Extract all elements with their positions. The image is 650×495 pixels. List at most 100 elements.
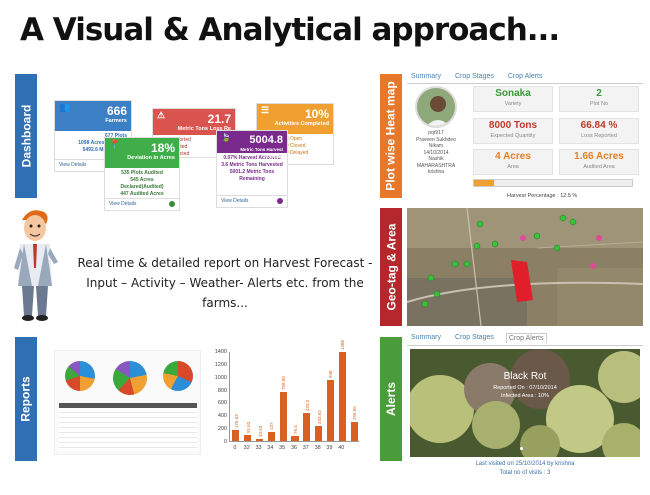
farmer-state: MAHARASHTRA [416,162,456,169]
activities-label: Activities Completed [274,121,329,127]
bar-value-label: 176.63 [233,413,239,428]
audited-plots-line: 535 Plots Audited [121,170,163,176]
chart-bar [350,421,358,441]
remaining-label: Remaining [239,176,265,182]
activities-value: 10% [304,107,329,121]
x-tick-label: 34 [267,445,274,451]
x-tick-label: 35 [279,445,286,451]
bar-value-label: 91.63 [245,421,251,434]
kpi-tile: 4 Acres Area [473,149,553,175]
x-tick-label: 39 [326,445,333,451]
bar-value-label: 758.00 [281,376,287,391]
card-deviation[interactable]: 📍 18% Deviation in Acres 535 Plots Audit… [104,137,180,211]
kpi-label: Loss Reported [581,133,617,139]
declared-acres-line: 545 Acres Declared(Audited) [120,177,164,190]
chart-bar [326,380,334,441]
total-visits-text: Total no of visits : 3 [499,470,551,476]
kpi-value: 4 Acres [495,151,531,162]
tab-crop-alerts[interactable]: Crop Alerts [505,333,547,343]
chart-plot-area: 176.63 91.63 33.53 137 758.00 76.4 433.2 233.62… [229,340,359,442]
harvest-percentage-text: Harvest Percentage : 12.5 % [507,193,637,199]
x-tick-label: 33 [255,445,262,451]
kpi-value: 2 [596,88,602,99]
deviation-value: 18% [150,141,175,155]
carousel-dots[interactable] [520,447,529,450]
pie-thumbnail-2 [113,361,147,395]
harvest-label: Harvest Percentage : [507,193,559,199]
bar-value-label: 76.4 [292,425,298,435]
alert-photo: Black Rot Reported On : 07/10/2014 Infec… [410,349,640,457]
chart-bar [232,429,240,441]
farmer-agent: krishna [427,169,445,175]
acres-line: 1098 Acres Declared [78,140,127,146]
bar-value-label: 948 [328,370,334,379]
tab-summary[interactable]: Summary [411,73,441,80]
tab-crop-alerts[interactable]: Crop Alerts [507,73,543,80]
chart-bar [303,413,311,441]
y-tick-label: 1200 [214,361,227,368]
x-tick-label: 36 [290,445,298,451]
farmer-date: 14/10/2014 [423,149,449,156]
kpi-label: Plot No [589,101,609,107]
farmer-surname: Nikam [428,143,444,149]
y-tick-label: 800 [217,387,227,394]
chart-bar [256,438,264,441]
harvest-progress-fill [474,180,494,186]
deviation-label: Deviation in Acres [127,155,175,161]
tab-crop-stages[interactable]: Crop Stages [454,73,494,80]
kpi-tile: 2 Plot No [559,86,639,112]
farmer-name: Praveen Sukhdeo [416,136,456,143]
x-tick-label: 38 [314,445,321,451]
alerts-panel: Summary Crop Stages Crop Alerts Black Ro… [407,333,643,483]
farmer-district: Nashik [428,156,444,162]
kpi-value: 66.84 % [580,120,618,131]
chart-bar [315,425,323,441]
harvest-value: 5004.8 [249,134,283,146]
harvest-bar-chart: 176.63 91.63 33.53 137 758.00 76.4 433.2 233.62… [205,340,363,464]
description-text: Real time & detailed report on Harvest F… [77,256,373,310]
y-tick-label: 200 [217,426,227,433]
view-details-link[interactable]: View Details [59,162,87,168]
open-line: 60 Open [283,136,303,142]
alert-reported-on: Reported On : 07/10/2014 [493,385,557,391]
remaining-tons-line: 5001.2 Metric Tons [229,169,275,175]
loss-value: 21.7 [207,112,231,126]
bar-value-label: 1388 [340,339,346,350]
view-details-link[interactable]: View Details [109,201,137,207]
geotag-map[interactable] [407,208,643,326]
list-icon: ☰ [261,105,270,115]
chart-bar [338,351,346,441]
x-tick-label: 0 [233,445,237,451]
kpi-label: Variety [504,101,522,107]
tab-crop-stages[interactable]: Crop Stages [454,334,494,341]
businessman-illustration [10,206,60,324]
y-tick-label: 1400 [214,349,227,355]
plot-heat-map-label: Plot wise Heat map [380,74,402,198]
kpi-label: Audited Area [583,164,615,170]
kpi-value: Sonaka [495,88,531,99]
report-table-thumbnail [59,403,197,451]
kpi-tile: Sonaka Variety [473,86,553,112]
alerts-label: Alerts [380,337,402,461]
view-details-link[interactable]: View Details [221,198,249,204]
alert-tabs: Summary Crop Stages Crop Alerts [407,333,643,346]
harvest-value: 12.5 % [560,193,578,199]
bar-value-label: 233.62 [316,410,322,424]
card-harvest[interactable]: 🍃 5004.8 Metric Tons Harvest Forecast 0.… [216,130,288,208]
closed-line: 30 Closed [283,143,306,149]
users-icon: 👥 [59,102,71,112]
chart-bar [279,392,287,441]
plot-tabs: Summary Crop Stages Crop Alerts [407,72,643,84]
x-tick-label: 32 [243,445,250,451]
x-tick-label: 40 [338,445,345,451]
kpi-tile: 1.66 Acres Audited Area [559,149,639,175]
farmers-count: 666 [106,104,127,118]
chart-bar [244,435,252,441]
harvested-line: 3.6 Metric Tons Harvested [221,162,283,168]
card-farmers[interactable]: 👥 666 Farmers 677 Plots 1098 Acres Decla… [54,100,132,172]
y-tick-label: 600 [217,400,227,407]
reports-label: Reports [15,337,37,461]
chart-bar [291,436,299,441]
pie-thumbnail-3 [163,361,193,391]
tab-summary[interactable]: Summary [411,334,441,341]
